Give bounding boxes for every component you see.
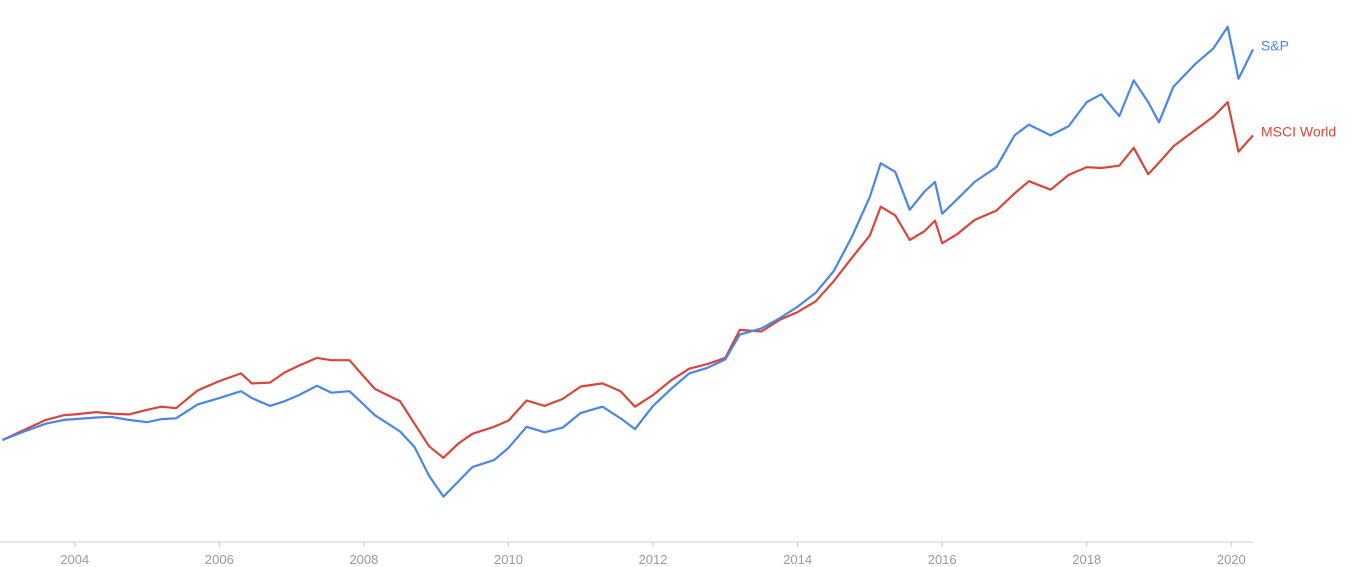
x-tick-label: 2006 xyxy=(205,552,234,567)
series-lines xyxy=(2,25,1254,498)
x-tick-label: 2014 xyxy=(783,552,812,567)
x-tick-label: 2020 xyxy=(1217,552,1246,567)
x-tick-label: 2008 xyxy=(349,552,378,567)
series-line-s-p xyxy=(2,25,1254,498)
x-tick-label: 2018 xyxy=(1072,552,1101,567)
x-tick-label: 2016 xyxy=(928,552,957,567)
x-tick-label: 2004 xyxy=(60,552,89,567)
series-line-msci-world xyxy=(2,101,1254,459)
x-tick-label: 2012 xyxy=(639,552,668,567)
series-label-s-p: S&P xyxy=(1261,37,1289,53)
series-labels: MSCI World S&P xyxy=(1261,37,1336,139)
x-tick-label: 2010 xyxy=(494,552,523,567)
x-axis-ticks: 2004 2006 2008 2010 2012 2014 2016 2018 2020 xyxy=(60,542,1246,567)
series-label-msci-world: MSCI World xyxy=(1261,123,1336,139)
